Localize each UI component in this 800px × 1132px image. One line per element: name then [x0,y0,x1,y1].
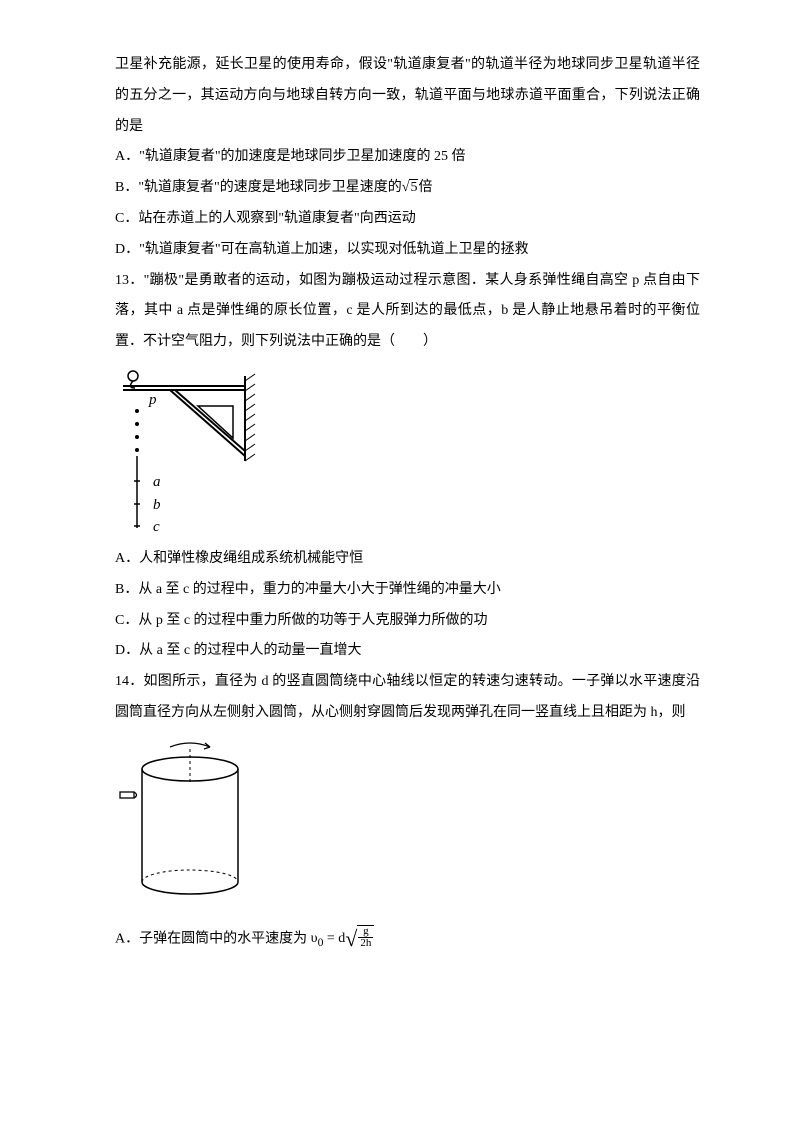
q14-figure [115,737,700,907]
q12-b-sqrt: 5 [409,179,418,195]
sqrt-icon: √5 [402,173,419,204]
label-a: a [153,474,161,490]
q12-stem-cont: 卫星补充能源，延长卫星的使用寿命，假设"轨道康复者"的轨道半径为地球同步卫星轨道… [115,50,700,142]
q14-a-formula: υ0 = d√g2h [307,931,374,946]
formula-num: g [358,926,373,938]
q14-a-pre: A．子弹在圆筒中的水平速度为 [115,931,307,946]
cylinder-diagram-icon [115,737,265,907]
q13-figure: p a b c [115,366,700,536]
formula-v: υ [311,931,318,946]
q13-option-a: A．人和弹性橡皮绳组成系统机械能守恒 [115,544,700,575]
formula-eq: = d [323,931,345,946]
q13-option-c: C．从 p 至 c 的过程中重力所做的功等于人克服弹力所做的功 [115,606,700,637]
document-page: 卫星补充能源，延长卫星的使用寿命，假设"轨道康复者"的轨道半径为地球同步卫星轨道… [0,0,800,1132]
q12-option-a: A．"轨道康复者"的加速度是地球同步卫星加速度的 25 倍 [115,142,700,173]
q13-option-d: D．从 a 至 c 的过程中人的动量一直增大 [115,636,700,667]
q12-option-c: C．站在赤道上的人观察到"轨道康复者"向西运动 [115,204,700,235]
label-c: c [153,519,160,535]
q12-b-pre: B．"轨道康复者"的速度是地球同步卫星速度的 [115,180,402,195]
formula-den: 2h [358,938,373,949]
q14-stem: 14．如图所示，直径为 d 的竖直圆筒绕中心轴线以恒定的转速匀速转动。一子弹以水… [115,667,700,729]
q13-stem: 13．"蹦极"是勇敢者的运动，如图为蹦极运动过程示意图．某人身系弹性绳自高空 p… [115,266,700,358]
q13-option-b: B．从 a 至 c 的过程中，重力的冲量大小大于弹性绳的冲量大小 [115,575,700,606]
q12-option-b: B．"轨道康复者"的速度是地球同步卫星速度的√5倍 [115,173,700,204]
q14-option-a: A．子弹在圆筒中的水平速度为 υ0 = d√g2h [115,915,700,963]
q12-b-post: 倍 [418,180,432,195]
q12-option-d: D．"轨道康复者"可在高轨道上加速，以实现对低轨道上卫星的拯救 [115,235,700,266]
sqrt-icon: √g2h [345,915,374,963]
label-b: b [153,497,161,513]
bungee-diagram-icon: p a b c [115,366,265,536]
label-p: p [148,392,157,408]
